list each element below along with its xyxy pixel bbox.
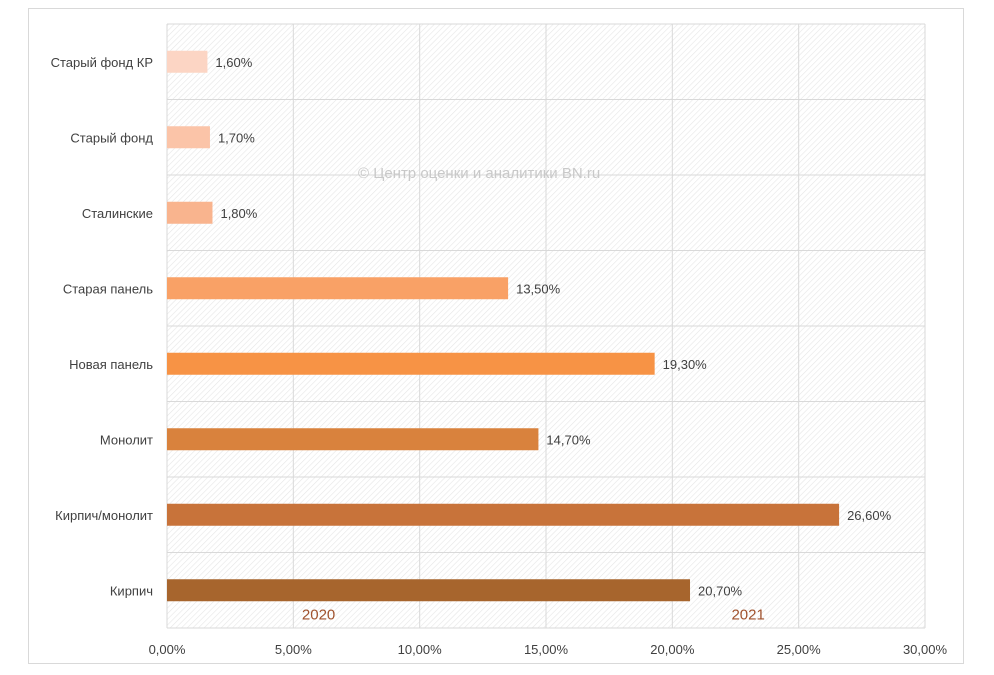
bar bbox=[167, 503, 840, 526]
annotations: 2020 2021 bbox=[302, 606, 765, 623]
data-label: 26,60% bbox=[847, 508, 892, 523]
x-tick-labels: 0,00% 5,00% 10,00% 15,00% 20,00% 25,00% 30,00% bbox=[149, 642, 948, 657]
watermark-text: © Центр оценки и аналитики BN.ru bbox=[358, 165, 600, 182]
bar bbox=[167, 50, 208, 73]
category-label: Новая панель bbox=[69, 357, 153, 372]
bar bbox=[167, 201, 213, 224]
data-label: 13,50% bbox=[516, 281, 561, 296]
category-label: Сталинские bbox=[82, 206, 153, 221]
x-tick-label: 0,00% bbox=[149, 642, 186, 657]
category-label: Старая панель bbox=[63, 281, 153, 296]
bar bbox=[167, 277, 509, 300]
bar bbox=[167, 579, 691, 602]
data-label: 20,70% bbox=[698, 583, 743, 598]
grid-lines bbox=[166, 23, 926, 629]
year-annotation: 2021 bbox=[731, 606, 764, 623]
data-label: 19,30% bbox=[663, 357, 708, 372]
category-labels: Старый фонд КР Старый фонд Сталинские Стара… bbox=[51, 55, 154, 599]
x-tick-label: 25,00% bbox=[777, 642, 822, 657]
category-label: Монолит bbox=[100, 432, 153, 447]
year-annotation: 2020 bbox=[302, 606, 335, 623]
category-label: Старый фонд КР bbox=[51, 55, 153, 70]
data-label: 1,60% bbox=[215, 55, 252, 70]
x-tick-label: 5,00% bbox=[275, 642, 312, 657]
bar bbox=[167, 352, 655, 375]
data-label: 1,70% bbox=[218, 130, 255, 145]
x-tick-label: 20,00% bbox=[650, 642, 695, 657]
x-tick-label: 30,00% bbox=[903, 642, 948, 657]
bars-group bbox=[167, 50, 840, 602]
x-tick-label: 15,00% bbox=[524, 642, 569, 657]
data-label: 14,70% bbox=[546, 432, 591, 447]
x-tick-label: 10,00% bbox=[398, 642, 443, 657]
data-labels: 1,60% 1,70% 1,80% 13,50% 19,30% 14,70% 26,60% 2… bbox=[215, 55, 891, 599]
category-label: Кирпич bbox=[110, 583, 153, 598]
bar bbox=[167, 126, 210, 149]
category-label: Старый фонд bbox=[70, 130, 153, 145]
category-label: Кирпич/монолит bbox=[55, 508, 153, 523]
data-label: 1,80% bbox=[220, 206, 257, 221]
bar bbox=[167, 428, 539, 451]
